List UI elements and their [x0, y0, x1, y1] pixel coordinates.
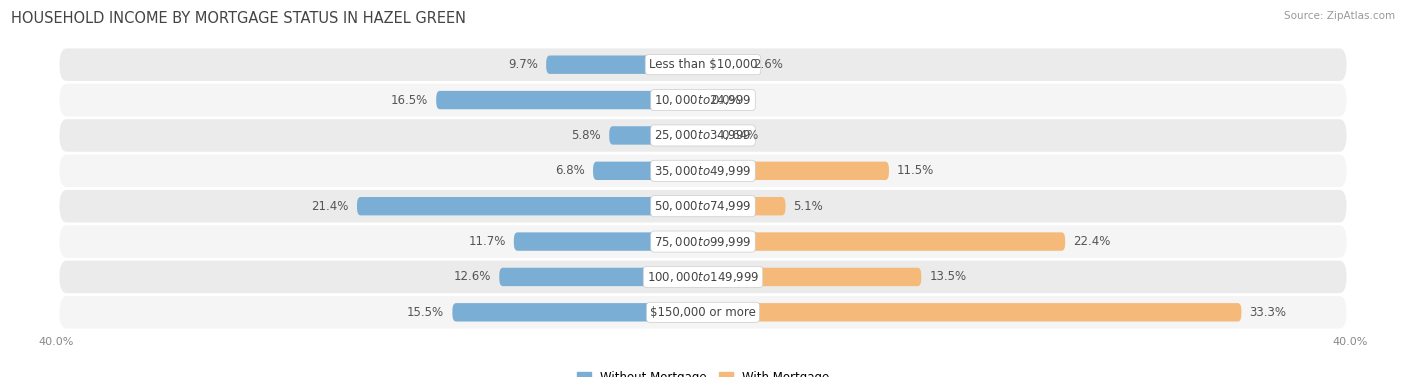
- FancyBboxPatch shape: [59, 296, 1347, 329]
- Text: 15.5%: 15.5%: [408, 306, 444, 319]
- Text: 33.3%: 33.3%: [1250, 306, 1286, 319]
- Text: 0.0%: 0.0%: [711, 93, 741, 107]
- Text: $75,000 to $99,999: $75,000 to $99,999: [654, 234, 752, 248]
- Text: Source: ZipAtlas.com: Source: ZipAtlas.com: [1284, 11, 1395, 21]
- FancyBboxPatch shape: [703, 55, 745, 74]
- FancyBboxPatch shape: [59, 119, 1347, 152]
- Legend: Without Mortgage, With Mortgage: Without Mortgage, With Mortgage: [572, 366, 834, 377]
- FancyBboxPatch shape: [703, 232, 1066, 251]
- Text: HOUSEHOLD INCOME BY MORTGAGE STATUS IN HAZEL GREEN: HOUSEHOLD INCOME BY MORTGAGE STATUS IN H…: [11, 11, 467, 26]
- Text: 21.4%: 21.4%: [312, 200, 349, 213]
- FancyBboxPatch shape: [703, 126, 713, 145]
- FancyBboxPatch shape: [436, 91, 703, 109]
- FancyBboxPatch shape: [357, 197, 703, 215]
- FancyBboxPatch shape: [59, 261, 1347, 293]
- Text: 9.7%: 9.7%: [508, 58, 538, 71]
- Text: 5.8%: 5.8%: [571, 129, 602, 142]
- Text: $25,000 to $34,999: $25,000 to $34,999: [654, 129, 752, 143]
- Text: 2.6%: 2.6%: [754, 58, 783, 71]
- Text: $35,000 to $49,999: $35,000 to $49,999: [654, 164, 752, 178]
- Text: 12.6%: 12.6%: [454, 270, 491, 284]
- FancyBboxPatch shape: [703, 197, 786, 215]
- Text: Less than $10,000: Less than $10,000: [648, 58, 758, 71]
- FancyBboxPatch shape: [703, 268, 921, 286]
- FancyBboxPatch shape: [546, 55, 703, 74]
- Text: 22.4%: 22.4%: [1073, 235, 1111, 248]
- FancyBboxPatch shape: [609, 126, 703, 145]
- FancyBboxPatch shape: [59, 48, 1347, 81]
- Text: 16.5%: 16.5%: [391, 93, 429, 107]
- FancyBboxPatch shape: [59, 155, 1347, 187]
- FancyBboxPatch shape: [593, 162, 703, 180]
- Text: $150,000 or more: $150,000 or more: [650, 306, 756, 319]
- Text: 5.1%: 5.1%: [793, 200, 824, 213]
- FancyBboxPatch shape: [59, 225, 1347, 258]
- Text: 6.8%: 6.8%: [555, 164, 585, 177]
- FancyBboxPatch shape: [453, 303, 703, 322]
- FancyBboxPatch shape: [59, 190, 1347, 222]
- FancyBboxPatch shape: [513, 232, 703, 251]
- Text: $100,000 to $149,999: $100,000 to $149,999: [647, 270, 759, 284]
- FancyBboxPatch shape: [59, 84, 1347, 116]
- Text: 11.5%: 11.5%: [897, 164, 934, 177]
- Text: 0.64%: 0.64%: [721, 129, 759, 142]
- Text: $50,000 to $74,999: $50,000 to $74,999: [654, 199, 752, 213]
- Text: $10,000 to $24,999: $10,000 to $24,999: [654, 93, 752, 107]
- Text: 13.5%: 13.5%: [929, 270, 966, 284]
- FancyBboxPatch shape: [703, 303, 1241, 322]
- FancyBboxPatch shape: [499, 268, 703, 286]
- FancyBboxPatch shape: [703, 162, 889, 180]
- Text: 11.7%: 11.7%: [468, 235, 506, 248]
